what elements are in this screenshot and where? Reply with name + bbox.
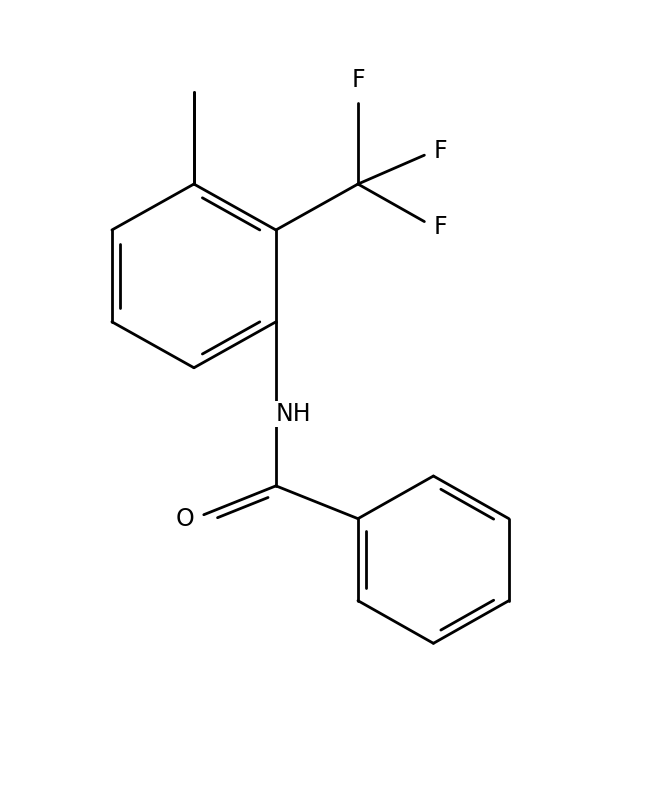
- Text: O: O: [175, 507, 194, 530]
- Text: F: F: [351, 69, 364, 92]
- Text: F: F: [433, 214, 447, 239]
- Text: F: F: [433, 139, 447, 163]
- Text: NH: NH: [276, 402, 312, 426]
